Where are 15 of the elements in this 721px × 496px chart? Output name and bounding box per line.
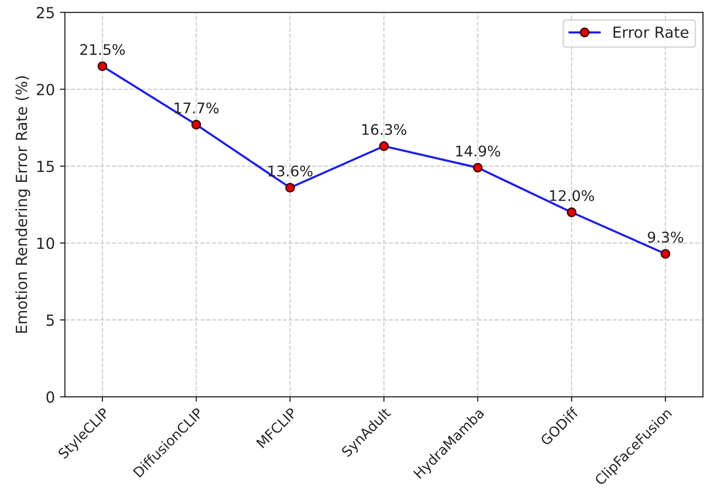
y-axis-title: Emotion Rendering Error Rate (%) — [15, 76, 30, 333]
y-tick-label: 25 — [36, 6, 54, 18]
legend-label: Error Rate — [614, 26, 688, 38]
data-label: 12.0% — [550, 190, 594, 202]
y-tick-label: 10 — [37, 238, 54, 250]
y-tick-label: 15 — [37, 160, 54, 172]
data-label: 13.6% — [268, 165, 312, 177]
y-tick-label: 20 — [36, 84, 54, 96]
data-label: 17.7% — [174, 102, 219, 114]
y-tick-label: 0 — [46, 391, 54, 403]
y-tick-label: 5 — [46, 314, 54, 326]
data-label: 9.3% — [648, 232, 684, 243]
data-label: 21.5% — [80, 44, 125, 56]
data-label: 14.9% — [456, 146, 500, 157]
data-label: 16.3% — [362, 124, 406, 136]
